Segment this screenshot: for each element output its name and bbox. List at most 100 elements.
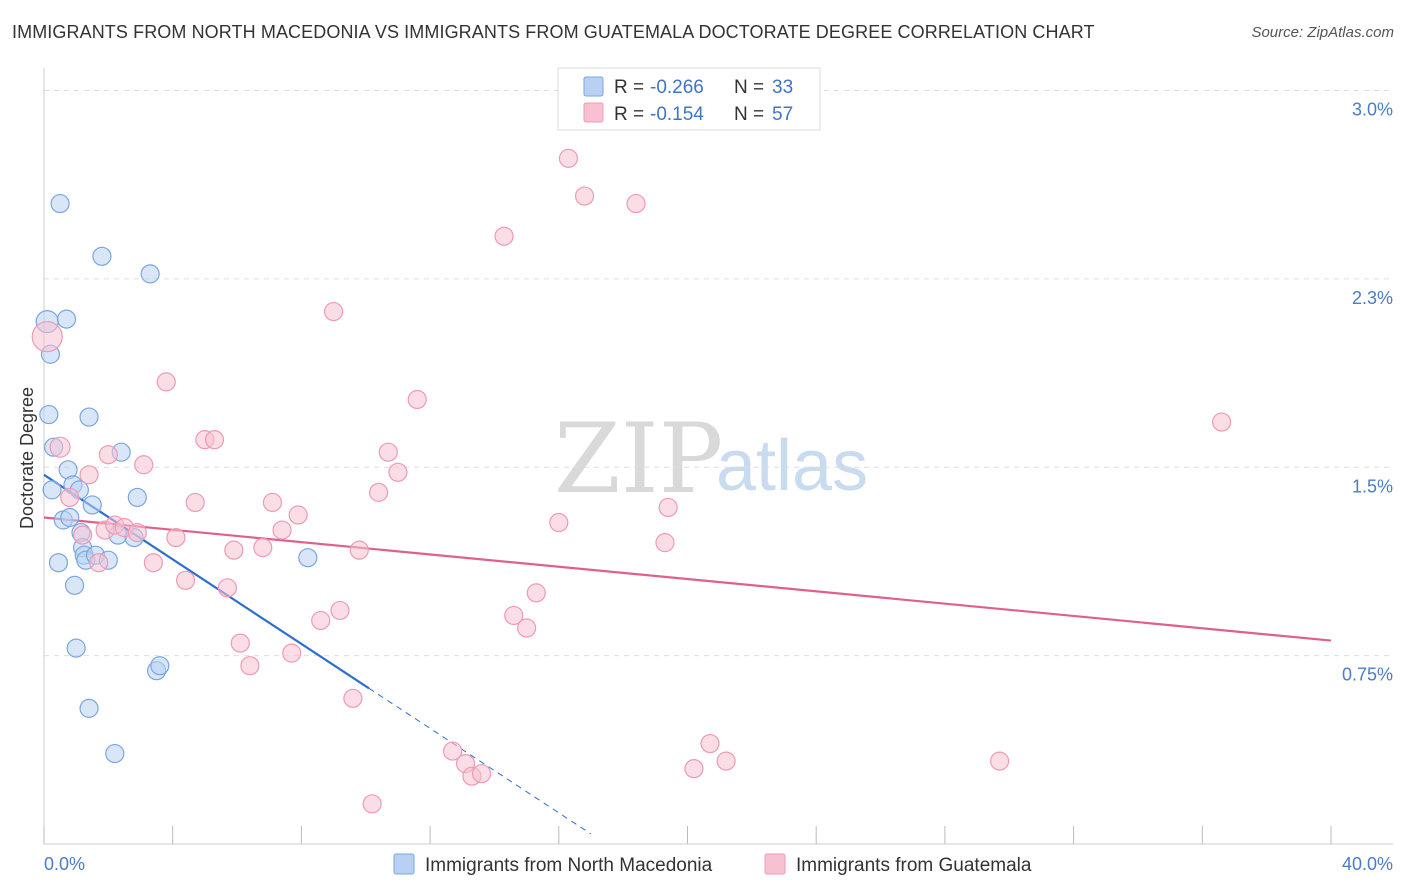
- point-guatemala-0: [31, 321, 63, 353]
- point-guatemala-41: [471, 764, 492, 784]
- point-guatemala-32: [349, 540, 369, 560]
- point-guatemala-48: [574, 186, 595, 206]
- gridlines: 0.75% 1.5% 2.3% 3.0%: [44, 90, 1393, 685]
- point-north-macedonia-21: [82, 495, 102, 515]
- point-guatemala-18: [204, 430, 225, 450]
- point-north-macedonia-32: [150, 656, 170, 676]
- chart-title: IMMIGRANTS FROM NORTH MACEDONIA VS IMMIG…: [12, 22, 1095, 42]
- point-guatemala-51: [658, 497, 678, 518]
- bottom-legend: Immigrants from North Macedonia Immigran…: [393, 853, 1032, 876]
- point-guatemala-45: [526, 583, 546, 603]
- point-guatemala-27: [288, 505, 308, 525]
- point-north-macedonia-6: [50, 193, 70, 214]
- axes: [43, 68, 1393, 845]
- point-guatemala-26: [282, 643, 302, 663]
- point-guatemala-47: [558, 148, 579, 168]
- point-guatemala-29: [323, 301, 344, 322]
- watermark-atlas: atlas: [716, 426, 868, 506]
- point-guatemala-30: [330, 600, 350, 621]
- bottom-legend-label-north-macedonia: Immigrants from North Macedonia: [425, 855, 713, 876]
- watermark-zip: ZIP: [554, 403, 723, 515]
- legend-box: R = -0.266 N = 33 R = -0.154 N = 57: [557, 67, 821, 131]
- x-tick-label-left: 0.0%: [44, 854, 85, 874]
- legend-n-value-1: 33: [772, 77, 793, 98]
- bottom-legend-swatch-north-macedonia: [393, 853, 415, 875]
- point-guatemala-55: [989, 751, 1010, 771]
- source-credit: Source: ZipAtlas.com: [1251, 24, 1394, 41]
- point-guatemala-42: [494, 226, 514, 246]
- trendline-extension-north-macedonia: [368, 687, 592, 835]
- legend-r-value-2: -0.154: [650, 104, 704, 125]
- point-north-macedonia-19: [79, 698, 99, 718]
- y-tick-label-0: 0.75%: [1342, 665, 1393, 685]
- point-north-macedonia-13: [66, 638, 86, 658]
- point-guatemala-16: [185, 492, 205, 513]
- point-guatemala-4: [79, 465, 99, 485]
- y-tick-label-1: 1.5%: [1352, 476, 1393, 496]
- point-guatemala-24: [262, 492, 283, 513]
- point-north-macedonia-12: [64, 575, 85, 595]
- x-tick-label-right: 40.0%: [1342, 854, 1393, 874]
- point-north-macedonia-7: [56, 309, 77, 329]
- point-guatemala-38: [443, 741, 463, 761]
- point-north-macedonia-23: [92, 246, 112, 266]
- point-guatemala-3: [73, 525, 93, 545]
- point-guatemala-44: [517, 618, 537, 638]
- point-guatemala-50: [655, 533, 675, 553]
- point-north-macedonia-30: [140, 264, 160, 284]
- legend-r-label-1: R =: [614, 77, 644, 98]
- point-north-macedonia-20: [79, 407, 99, 427]
- point-guatemala-53: [700, 733, 720, 754]
- point-north-macedonia-33: [298, 548, 318, 568]
- point-north-macedonia-5: [48, 553, 69, 573]
- point-guatemala-2: [60, 487, 80, 508]
- bottom-legend-label-guatemala: Immigrants from Guatemala: [796, 855, 1032, 876]
- trendlines: [43, 473, 1332, 835]
- point-guatemala-56: [1212, 412, 1232, 432]
- point-guatemala-43: [504, 605, 524, 626]
- point-guatemala-52: [684, 759, 704, 779]
- legend-swatch-guatemala: [583, 102, 604, 123]
- point-guatemala-13: [156, 372, 176, 392]
- point-guatemala-7: [98, 445, 118, 465]
- point-guatemala-31: [343, 688, 363, 708]
- point-guatemala-36: [388, 462, 408, 482]
- point-guatemala-19: [217, 578, 237, 598]
- scatter-points: [31, 148, 1232, 814]
- y-tick-label-3: 3.0%: [1352, 100, 1393, 120]
- point-north-macedonia-10: [60, 507, 80, 528]
- point-guatemala-34: [369, 482, 389, 502]
- point-north-macedonia-25: [105, 743, 125, 764]
- trendline-guatemala: [43, 516, 1332, 642]
- point-guatemala-49: [626, 193, 646, 214]
- point-guatemala-12: [143, 553, 163, 573]
- bottom-legend-swatch-guatemala: [764, 853, 786, 875]
- point-guatemala-37: [407, 389, 427, 410]
- legend-r-label-2: R =: [614, 104, 644, 125]
- point-guatemala-11: [134, 455, 154, 475]
- point-guatemala-23: [253, 538, 273, 558]
- point-guatemala-21: [230, 633, 250, 653]
- legend-swatch-north-macedonia: [583, 76, 604, 97]
- point-guatemala-1: [49, 436, 71, 458]
- point-guatemala-15: [175, 570, 196, 590]
- point-north-macedonia-29: [127, 487, 147, 508]
- point-guatemala-14: [166, 527, 186, 548]
- legend-n-label-2: N =: [734, 104, 764, 125]
- legend-n-value-2: 57: [772, 104, 793, 125]
- point-guatemala-33: [362, 794, 382, 814]
- point-guatemala-25: [272, 520, 292, 540]
- point-guatemala-54: [716, 751, 736, 771]
- legend-n-label-1: N =: [734, 77, 764, 98]
- point-guatemala-46: [549, 512, 569, 533]
- point-north-macedonia-4: [42, 480, 62, 500]
- point-guatemala-5: [89, 553, 109, 573]
- point-guatemala-35: [378, 442, 398, 462]
- legend-r-value-1: -0.266: [650, 77, 704, 98]
- point-guatemala-20: [224, 540, 244, 560]
- point-guatemala-10: [127, 522, 147, 543]
- point-north-macedonia-2: [39, 404, 59, 425]
- point-guatemala-28: [311, 610, 331, 631]
- y-axis-title: Doctorate Degree: [17, 387, 37, 529]
